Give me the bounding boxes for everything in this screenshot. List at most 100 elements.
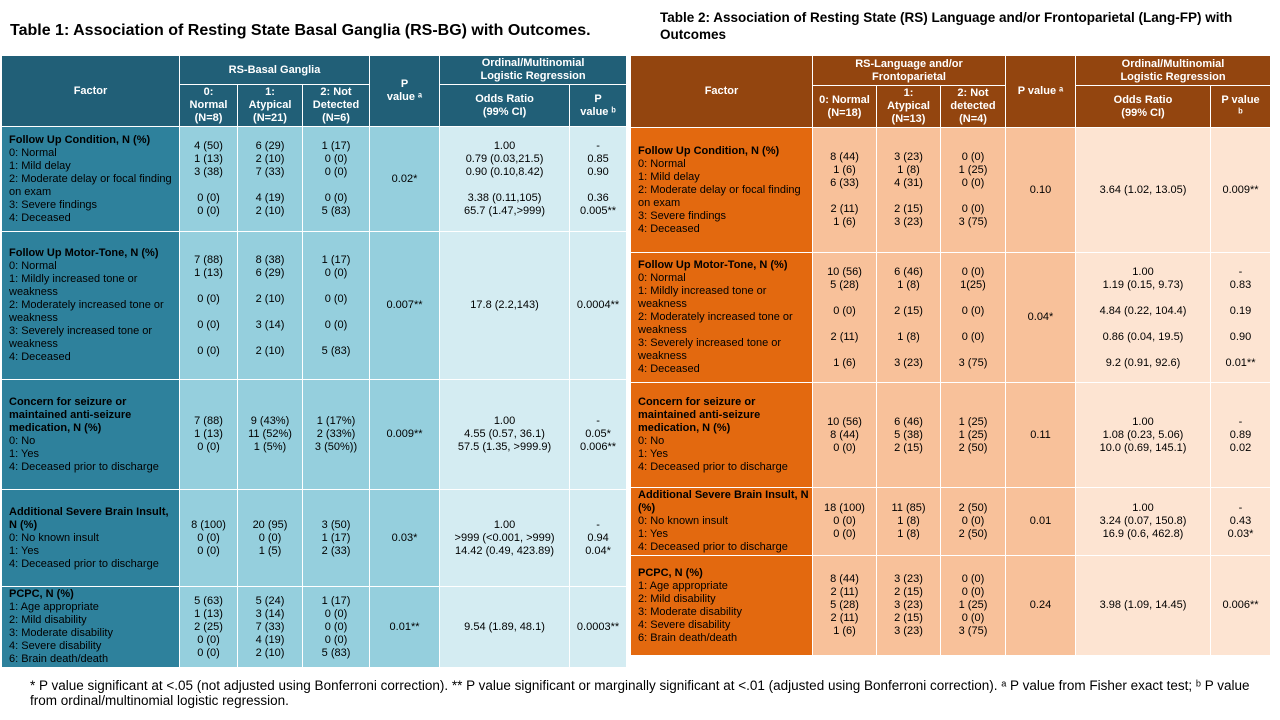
data-cell: 0.02* xyxy=(369,126,441,232)
header-cell: RS-Basal Ganglia xyxy=(178,55,371,85)
factor-items: 0: Normal 1: Mild delay 2: Moderate dela… xyxy=(638,157,801,235)
header-cell: RS-Language and/or Frontoparietal xyxy=(812,55,1006,86)
data-cell: 0.11 xyxy=(1005,382,1076,488)
factor-items: 1: Age appropriate 2: Mild disability 3:… xyxy=(638,579,742,644)
data-cell: 1.00 1.08 (0.23, 5.06) 10.0 (0.69, 145.1… xyxy=(1075,382,1211,488)
data-cell: 3 (23) 2 (15) 3 (23) 2 (15) 3 (23) xyxy=(876,555,941,656)
factor-heading: Follow Up Motor-Tone, N (%) xyxy=(638,259,788,271)
header-cell: 0: Normal (N=8) xyxy=(179,84,238,127)
data-cell: 0.04* xyxy=(1005,252,1076,383)
table-row: Concern for seizure or maintained anti-s… xyxy=(630,382,1272,488)
data-cell: 8 (100) 0 (0) 0 (0) xyxy=(179,489,238,587)
data-cell: 0.01 xyxy=(1005,487,1076,556)
data-cell: 1.00 1.19 (0.15, 9.73) 4.84 (0.22, 104.4… xyxy=(1075,252,1211,383)
data-cell: 11 (85) 1 (8) 1 (8) xyxy=(876,487,941,556)
data-cell: 6 (29) 2 (10) 7 (33) 4 (19) 2 (10) xyxy=(237,126,303,232)
data-cell: 6 (46) 1 (8) 2 (15) 1 (8) 3 (23) xyxy=(876,252,941,383)
data-cell: 2 (50) 0 (0) 2 (50) xyxy=(940,487,1006,556)
factor-heading: Concern for seizure or maintained anti-s… xyxy=(9,395,132,434)
data-cell: 1 (17) 0 (0) 0 (0) 0 (0) 5 (83) xyxy=(301,586,371,668)
factor-heading: Concern for seizure or maintained anti-s… xyxy=(638,396,761,434)
data-cell: 5 (24) 3 (14) 7 (33) 4 (19) 2 (10) xyxy=(237,586,303,668)
data-cell: 7 (88) 1 (13) 0 (0) 0 (0) 0 (0) xyxy=(179,231,238,380)
factor-cell: PCPC, N (%) 1: Age appropriate 2: Mild di… xyxy=(1,586,180,668)
factor-heading: PCPC, N (%) xyxy=(638,566,703,579)
header-cell: Ordinal/Multinomial Logistic Regression xyxy=(1074,55,1272,86)
data-cell: 3.64 (1.02, 13.05) xyxy=(1075,127,1211,253)
header-cell: Odds Ratio (99% CI) xyxy=(439,84,571,127)
table-row: Concern for seizure or maintained anti-s… xyxy=(1,379,628,490)
factor-items: 0: Normal 1: Mildly increased tone or we… xyxy=(638,272,793,375)
factor-cell: Additional Severe Brain Insult, N (%) 0: … xyxy=(1,489,180,587)
factor-heading: Follow Up Condition, N (%) xyxy=(9,133,151,146)
factor-cell: Follow Up Motor-Tone, N (%) 0: Normal 1: … xyxy=(1,231,180,380)
table-title: Table 1: Association of Resting State Ba… xyxy=(10,22,591,39)
header-cell: 1: Atypical (N=21) xyxy=(237,84,303,127)
factor-cell: Concern for seizure or maintained anti-s… xyxy=(630,382,813,488)
factor-heading: Additional Severe Brain Insult, N (%) xyxy=(638,489,809,514)
data-cell: 8 (38) 6 (29) 2 (10) 3 (14) 2 (10) xyxy=(237,231,303,380)
footnote: * P value significant at <.05 (not adjus… xyxy=(30,678,1250,708)
data-cell: 1 (17) 0 (0) 0 (0) 0 (0) 5 (83) xyxy=(301,231,371,380)
table: Factor RS-Basal Ganglia P value ᵃ Ordinal/M… xyxy=(1,55,628,668)
table-row: Follow Up Condition, N (%) 0: Normal 1: M… xyxy=(630,127,1272,253)
data-cell: 1 (17) 0 (0) 0 (0) 0 (0) 5 (83) xyxy=(301,126,371,232)
table-row: Additional Severe Brain Insult, N (%) 0: … xyxy=(630,487,1272,556)
factor-cell: Follow Up Motor-Tone, N (%) 0: Normal 1: … xyxy=(630,252,813,383)
data-cell: 1.00 3.24 (0.07, 150.8) 16.9 (0.6, 462.8… xyxy=(1075,487,1211,556)
factor-items: 0: No known insult 1: Yes 4: Deceased pr… xyxy=(638,515,788,553)
header-cell: Factor xyxy=(630,55,813,128)
data-cell: - 0.94 0.04* xyxy=(569,489,628,587)
table-row: Follow Up Motor-Tone, N (%) 0: Normal 1: … xyxy=(630,252,1272,383)
header-cell: P value ᵇ xyxy=(1209,85,1272,128)
data-cell: 1.00 >999 (<0.001, >999) 14.42 (0.49, 42… xyxy=(439,489,571,587)
header-cell: 2: Not detected (N=4) xyxy=(940,85,1006,128)
data-cell: 17.8 (2.2,143) xyxy=(439,231,571,380)
table-row: Follow Up Motor-Tone, N (%) 0: Normal 1: … xyxy=(1,231,628,380)
data-cell: 0 (0) 1 (25) 0 (0) 0 (0) 3 (75) xyxy=(940,127,1006,253)
header-row: 0: Normal (N=8) 1: Atypical (N=21) 2: Not … xyxy=(2,84,628,127)
data-cell: 9.54 (1.89, 48.1) xyxy=(439,586,571,668)
header-cell: Odds Ratio (99% CI) xyxy=(1075,85,1211,128)
data-cell: 0.0003** xyxy=(569,586,628,668)
table-row: PCPC, N (%) 1: Age appropriate 2: Mild di… xyxy=(1,586,628,668)
data-cell: - 0.05* 0.006** xyxy=(569,379,628,490)
table-row: PCPC, N (%) 1: Age appropriate 2: Mild di… xyxy=(630,555,1272,656)
factor-heading: Follow Up Condition, N (%) xyxy=(638,144,780,157)
header-row: Factor RS-Basal Ganglia P value ᵃ Ordinal/M… xyxy=(1,55,628,127)
header-cell: Factor xyxy=(1,55,180,127)
header-row: 0: Normal (N=18) 1: Atypical (N=13) 2: Not… xyxy=(631,85,1272,128)
data-cell: 3 (50) 1 (17) 2 (33) xyxy=(301,489,371,587)
data-cell: 0 (0) 1(25) 0 (0) 0 (0) 3 (75) xyxy=(940,252,1006,383)
factor-cell: Follow Up Condition, N (%) 0: Normal 1: M… xyxy=(630,127,813,253)
data-cell: - 0.85 0.90 0.36 0.005** xyxy=(569,126,628,232)
factor-items: 0: No 1: Yes 4: Deceased prior to discha… xyxy=(638,435,788,473)
data-cell: 1 (25) 1 (25) 2 (50) xyxy=(940,382,1006,488)
data-cell: 0.009** xyxy=(1209,127,1272,253)
data-cell: 6 (46) 5 (38) 2 (15) xyxy=(876,382,941,488)
factor-heading: Follow Up Motor-Tone, N (%) xyxy=(9,247,159,259)
data-cell: 3.98 (1.09, 14.45) xyxy=(1075,555,1211,656)
data-cell: 0.24 xyxy=(1005,555,1076,656)
table: Factor RS-Language and/or Frontoparietal P… xyxy=(630,55,1272,656)
header-cell: P value ᵃ xyxy=(369,55,441,127)
data-cell: 1 (17%) 2 (33%) 3 (50%)) xyxy=(301,379,371,490)
data-cell: 18 (100) 0 (0) 0 (0) xyxy=(812,487,877,556)
data-cell: - 0.43 0.03* xyxy=(1209,487,1272,556)
data-cell: 0 (0) 0 (0) 1 (25) 0 (0) 3 (75) xyxy=(940,555,1006,656)
header-cell: 0: Normal (N=18) xyxy=(812,85,877,128)
factor-heading: Additional Severe Brain Insult, N (%) xyxy=(9,505,169,531)
data-cell: 10 (56) 5 (28) 0 (0) 2 (11) 1 (6) xyxy=(812,252,877,383)
header-row: Factor RS-Language and/or Frontoparietal P… xyxy=(630,55,1272,128)
factor-items: 0: Normal 1: Mild delay 2: Moderate dela… xyxy=(9,146,172,224)
table-row: Additional Severe Brain Insult, N (%) 0: … xyxy=(1,489,628,587)
factor-cell: PCPC, N (%) 1: Age appropriate 2: Mild di… xyxy=(630,555,813,656)
header-cell: 1: Atypical (N=13) xyxy=(876,85,941,128)
data-cell: 0.0004** xyxy=(569,231,628,380)
table-row: Follow Up Condition, N (%) 0: Normal 1: M… xyxy=(1,126,628,232)
data-cell: 0.009** xyxy=(369,379,441,490)
factor-items: 0: No 1: Yes 4: Deceased prior to discha… xyxy=(9,434,159,473)
data-cell: 0.01** xyxy=(369,586,441,668)
data-cell: 7 (88) 1 (13) 0 (0) xyxy=(179,379,238,490)
factor-items: 0: Normal 1: Mildly increased tone or we… xyxy=(9,260,164,363)
